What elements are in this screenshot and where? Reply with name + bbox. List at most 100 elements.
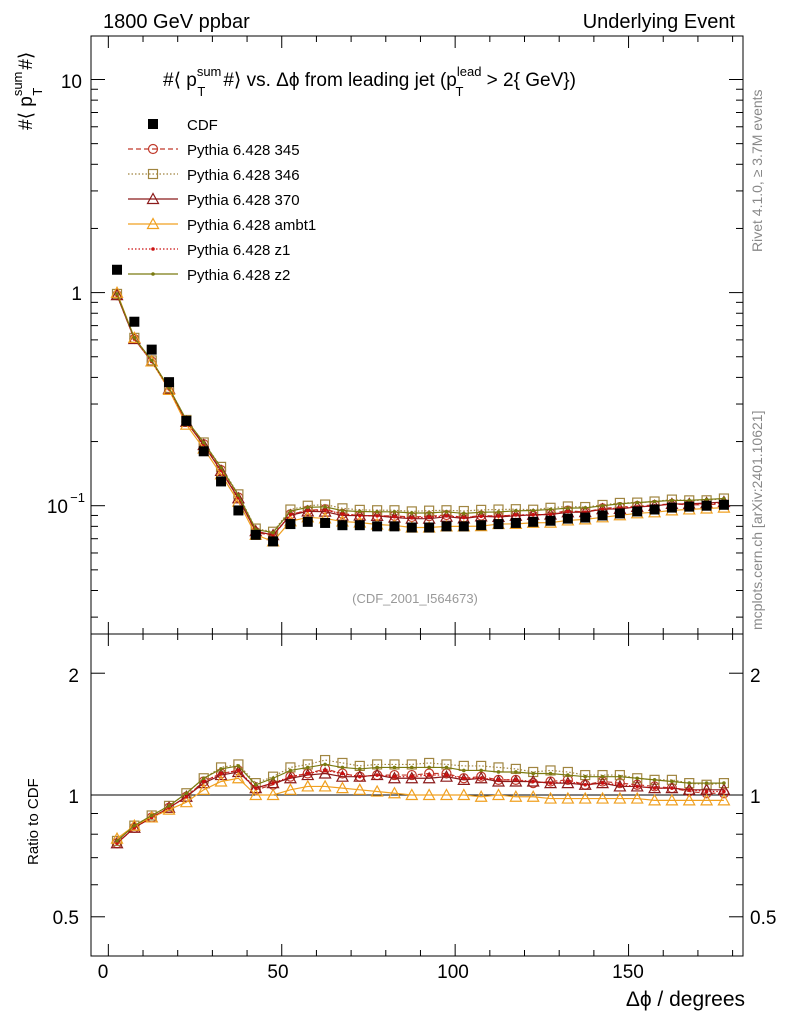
ratio-point-z2 bbox=[635, 776, 640, 781]
point-z2 bbox=[392, 510, 397, 514]
ratio-point-346 bbox=[666, 774, 678, 785]
ratio-point-z1 bbox=[687, 788, 692, 792]
ratio-point-370 bbox=[613, 779, 627, 792]
ratio-point-z2 bbox=[323, 762, 327, 767]
ratio-point-z2 bbox=[340, 765, 345, 770]
ratio-point-z1 bbox=[253, 786, 258, 790]
ratio-point-370 bbox=[526, 774, 540, 787]
ratio-point-ambt1 bbox=[266, 788, 280, 801]
point-z2 bbox=[305, 505, 310, 510]
point-cdf bbox=[528, 516, 539, 527]
point-z2 bbox=[444, 510, 449, 514]
ratio-point-z2 bbox=[288, 768, 293, 773]
ratio-point-ambt1 bbox=[387, 786, 401, 799]
point-z1 bbox=[600, 507, 605, 511]
point-z2 bbox=[566, 506, 570, 510]
y-axis-label: #⟨ psum T#⟩ bbox=[10, 52, 45, 130]
ratio-point-z1 bbox=[340, 771, 345, 776]
point-cdf bbox=[146, 344, 157, 355]
ratio-point-ambt1 bbox=[197, 783, 211, 795]
point-cdf bbox=[562, 513, 573, 524]
point-z2 bbox=[722, 496, 726, 501]
x-tick-label-150: 150 bbox=[612, 962, 644, 983]
ratio-point-z2 bbox=[115, 839, 119, 843]
ratio-point-ambt1 bbox=[544, 791, 558, 804]
point-z1 bbox=[271, 533, 275, 537]
ratio-point-ambt1 bbox=[700, 793, 714, 806]
ratio-point-370 bbox=[370, 768, 384, 781]
ratio-point-ambt1 bbox=[491, 788, 506, 801]
ratio-point-z1 bbox=[392, 774, 397, 779]
ratio-y-tick-0.5-right: 0.5 bbox=[750, 908, 776, 929]
ratio-point-370 bbox=[301, 768, 315, 781]
point-cdf bbox=[302, 516, 313, 527]
ratio-point-z2 bbox=[392, 765, 397, 770]
point-370 bbox=[370, 509, 384, 521]
point-z1 bbox=[323, 508, 327, 512]
ratio-point-ambt1 bbox=[353, 783, 367, 795]
point-z2 bbox=[357, 509, 362, 514]
point-ambt1 bbox=[162, 383, 176, 395]
ratio-point-ambt1 bbox=[335, 781, 349, 794]
point-z1 bbox=[462, 515, 466, 520]
point-cdf bbox=[129, 316, 140, 327]
ratio-point-z1 bbox=[219, 771, 223, 776]
ratio-point-ambt1 bbox=[422, 788, 436, 801]
point-z1 bbox=[427, 515, 431, 519]
ratio-point-z1 bbox=[583, 782, 588, 787]
point-z1 bbox=[409, 516, 414, 520]
ratio-point-z1 bbox=[409, 774, 414, 779]
ratio-point-ambt1 bbox=[318, 779, 332, 792]
ratio-point-370 bbox=[491, 774, 506, 787]
point-z2 bbox=[496, 510, 501, 514]
point-cdf bbox=[684, 501, 695, 512]
ratio-point-ambt1 bbox=[439, 788, 453, 801]
point-z2 bbox=[618, 501, 622, 506]
ratio-point-z2 bbox=[618, 774, 622, 779]
y-tick-label-0.1-exp: −1 bbox=[70, 490, 85, 505]
legend-marker-345 bbox=[147, 143, 159, 155]
point-cdf bbox=[337, 520, 348, 531]
ratio-point-z1 bbox=[271, 781, 275, 785]
ratio-point-z1 bbox=[184, 794, 189, 799]
ratio-point-z1 bbox=[444, 773, 449, 777]
point-346 bbox=[406, 506, 417, 517]
ratio-point-z1 bbox=[375, 773, 379, 777]
ratio-point-370 bbox=[596, 776, 610, 789]
point-z2 bbox=[514, 509, 518, 513]
point-346 bbox=[493, 504, 504, 515]
point-cdf bbox=[545, 515, 556, 526]
ratio-point-z1 bbox=[635, 784, 640, 789]
point-cdf bbox=[458, 521, 469, 532]
point-cdf bbox=[441, 521, 452, 532]
ratio-point-370 bbox=[422, 771, 436, 784]
series-line-z2 bbox=[116, 293, 724, 534]
ratio-point-z1 bbox=[722, 789, 726, 794]
point-z1 bbox=[479, 514, 483, 519]
point-z2 bbox=[115, 292, 119, 296]
x-tick-label-50: 50 bbox=[267, 962, 288, 983]
ratio-point-ambt1 bbox=[509, 790, 523, 802]
ratio-y-tick-1: 1 bbox=[68, 787, 79, 808]
ratio-point-ambt1 bbox=[596, 791, 610, 804]
point-cdf bbox=[198, 446, 209, 457]
ratio-point-z1 bbox=[427, 773, 431, 777]
x-axis-label: Δϕ / degrees bbox=[626, 988, 745, 1011]
ratio-point-370 bbox=[335, 769, 349, 782]
point-cdf bbox=[268, 536, 279, 547]
point-cdf bbox=[406, 522, 417, 533]
ratio-point-z1 bbox=[548, 781, 553, 785]
point-370 bbox=[335, 508, 349, 521]
ratio-point-z2 bbox=[462, 768, 466, 773]
legend-label-ambt1: Pythia 6.428 ambt1 bbox=[187, 217, 316, 234]
ratio-line-z2 bbox=[116, 763, 724, 842]
point-z2 bbox=[375, 510, 379, 514]
point-z2 bbox=[427, 511, 431, 515]
ratio-point-z2 bbox=[479, 768, 483, 773]
point-z2 bbox=[670, 498, 674, 503]
legend-label-z1: Pythia 6.428 z1 bbox=[187, 242, 290, 259]
ratio-point-z1 bbox=[531, 779, 535, 784]
point-ambt1 bbox=[110, 286, 124, 298]
ratio-point-ambt1 bbox=[214, 774, 228, 787]
ratio-point-z2 bbox=[704, 781, 709, 785]
